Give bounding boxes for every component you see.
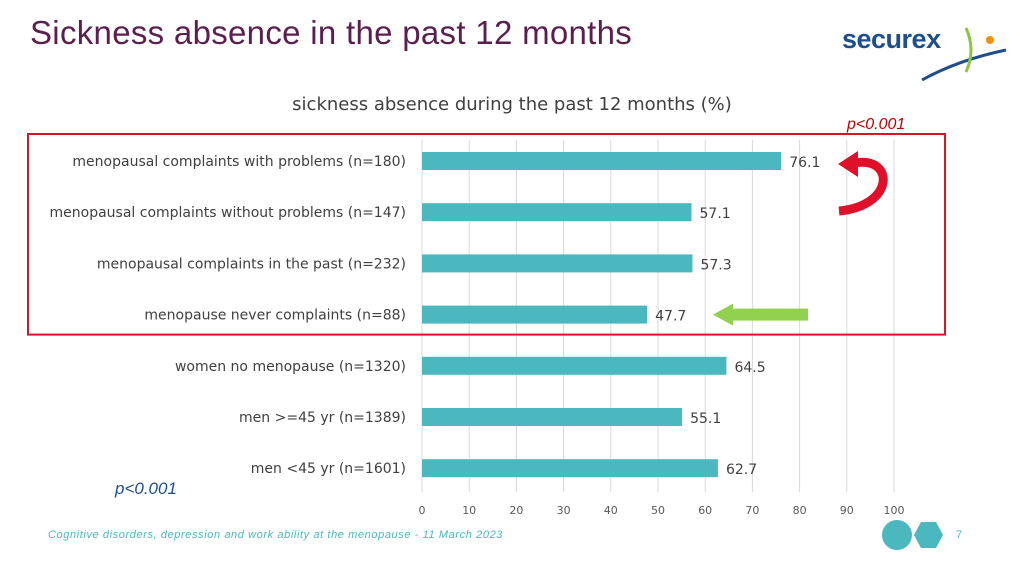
- category-label: women no menopause (n=1320): [175, 359, 406, 375]
- p-value-top: p<0.001: [847, 116, 906, 133]
- category-label: menopause never complaints (n=88): [144, 308, 406, 324]
- data-label: 55.1: [690, 411, 721, 427]
- hexagon-decoration-icon: [882, 520, 943, 550]
- securex-logo: securex: [838, 20, 1008, 82]
- x-tick-label: 70: [745, 504, 759, 517]
- data-label: 62.7: [726, 462, 757, 478]
- category-label: men >=45 yr (n=1389): [239, 410, 406, 426]
- x-tick-label: 10: [462, 504, 476, 517]
- category-label: menopausal complaints without problems (…: [50, 205, 407, 221]
- bar: [422, 459, 718, 478]
- bar: [422, 254, 693, 273]
- slide-title: Sickness absence in the past 12 months: [30, 14, 633, 51]
- x-tick-label: 80: [793, 504, 807, 517]
- red-arrow-head-icon: [838, 151, 858, 177]
- data-label: 47.7: [655, 309, 686, 325]
- bar: [422, 152, 782, 170]
- green-arrow-shaft-icon: [730, 308, 808, 321]
- data-label: 64.5: [734, 360, 765, 376]
- x-tick-label: 20: [509, 504, 523, 517]
- category-label: men <45 yr (n=1601): [251, 461, 406, 477]
- x-tick-label: 100: [884, 504, 905, 517]
- x-tick-label: 0: [419, 504, 426, 517]
- data-label: 57.3: [700, 257, 731, 273]
- bar: [422, 203, 692, 222]
- bar: [422, 305, 648, 324]
- p-value-bottom: p<0.001: [115, 479, 177, 498]
- highlight-box: [27, 133, 946, 336]
- x-tick-label: 90: [840, 504, 854, 517]
- chart-title: sickness absence during the past 12 mont…: [292, 94, 732, 115]
- logo-text: securex: [842, 24, 941, 54]
- bar: [422, 408, 683, 426]
- category-label: menopausal complaints in the past (n=232…: [97, 256, 406, 272]
- x-tick-label: 50: [651, 504, 665, 517]
- category-label: menopausal complaints with problems (n=1…: [72, 154, 406, 170]
- red-curved-arrow-icon: [838, 157, 888, 216]
- footer-text: Cognitive disorders, depression and work…: [48, 529, 504, 541]
- data-label: 76.1: [789, 155, 820, 171]
- logo-swoosh-icon: [921, 27, 1007, 82]
- green-arrow-head-icon: [713, 303, 733, 326]
- page-number: 7: [956, 529, 963, 541]
- x-tick-label: 30: [557, 504, 571, 517]
- bar: [422, 356, 727, 375]
- data-label: 57.1: [700, 206, 731, 222]
- x-tick-label: 40: [604, 504, 618, 517]
- x-tick-label: 60: [698, 504, 712, 517]
